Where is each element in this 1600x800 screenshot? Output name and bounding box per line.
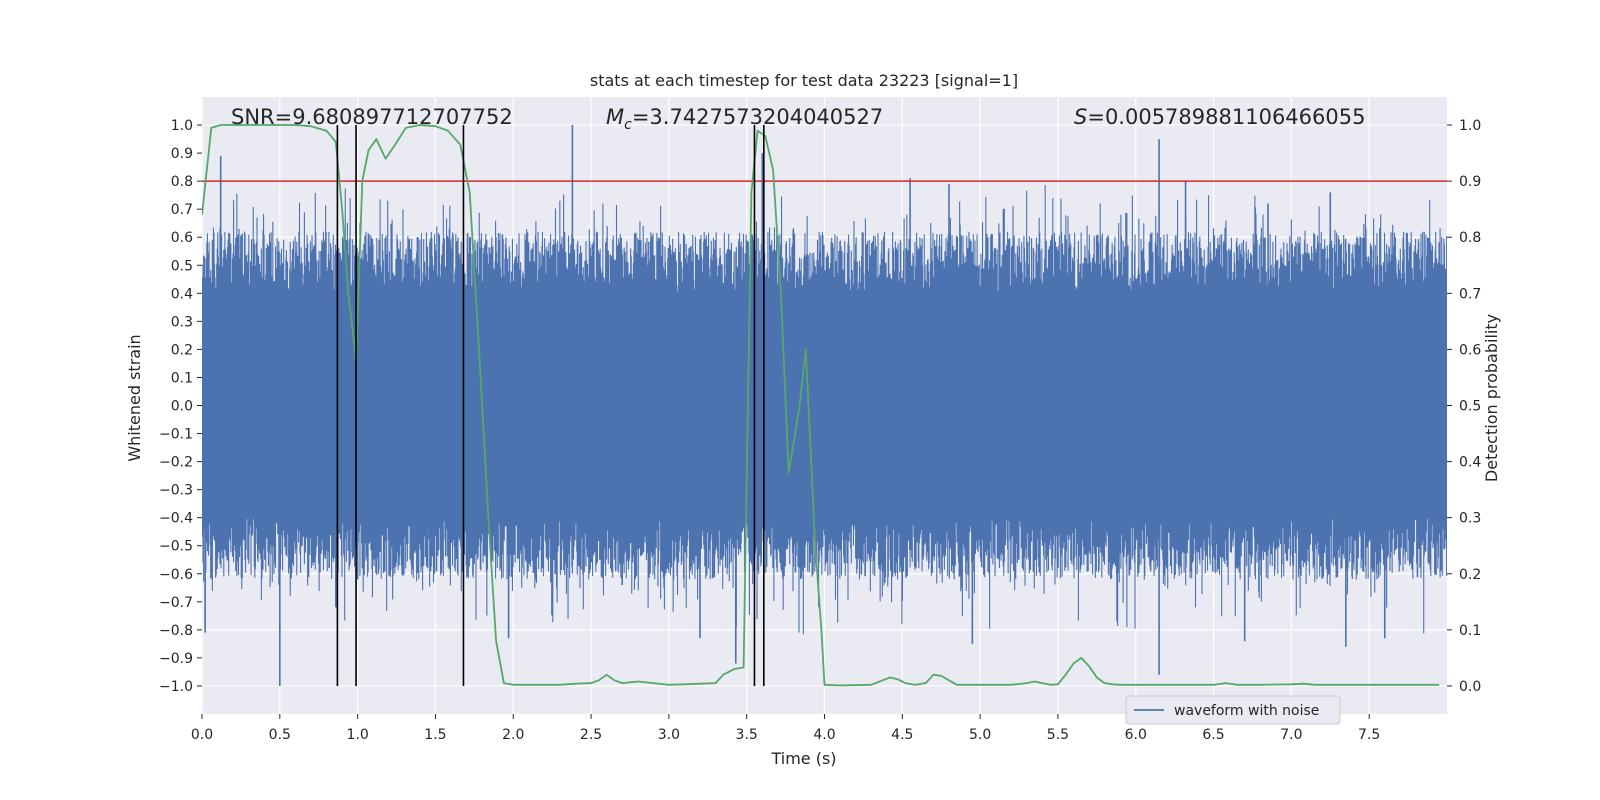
right-axis: 1.0 0.9 0.8 0.7 0.6 0.5 0.4 0.3 0.2 0.1 0.0	[1447, 118, 1481, 695]
left-tick-label: −0.8	[159, 623, 193, 639]
x-tick-label: 5.5	[1047, 727, 1069, 743]
left-tick-label: 0.9	[171, 146, 193, 162]
right-tick-label: 0.3	[1459, 511, 1481, 527]
chirp-mass-symbol: M	[606, 105, 624, 129]
s-annotation: S=0.005789881106466055	[1074, 105, 1365, 129]
s-symbol: S	[1074, 105, 1087, 129]
left-tick-label: −0.1	[159, 427, 193, 443]
waveform-series	[202, 125, 1447, 686]
right-tick-label: 1.0	[1459, 118, 1481, 134]
probability-line	[202, 124, 1440, 687]
x-axis-label: Time (s)	[770, 749, 836, 768]
right-tick-label: 0.7	[1459, 286, 1481, 302]
right-tick-label: 0.0	[1459, 679, 1481, 695]
chart-title: stats at each timestep for test data 232…	[590, 71, 1018, 90]
right-tick-label: 0.4	[1459, 455, 1481, 471]
left-tick-label: 0.6	[171, 230, 193, 246]
left-tick-label: 0.8	[171, 174, 193, 190]
x-tick-label: 1.5	[424, 727, 446, 743]
waveform-core-band	[202, 293, 1447, 518]
left-tick-label: 0.4	[171, 286, 193, 302]
left-axis: 1.0 0.9 0.8 0.7 0.6 0.5 0.4 0.3 0.2 0.1 0.0 −0.1 −0.…	[159, 118, 202, 695]
left-tick-label: −0.3	[159, 483, 193, 499]
right-tick-label: 0.8	[1459, 230, 1481, 246]
x-tick-label: 0.0	[191, 727, 213, 743]
left-tick-label: 0.2	[171, 342, 193, 358]
x-tick-label: 5.0	[969, 727, 991, 743]
probability-series	[202, 124, 1440, 687]
legend: waveform with noise	[1125, 695, 1341, 725]
left-tick-label: 0.0	[171, 399, 193, 415]
left-tick-label: −1.0	[159, 679, 193, 695]
x-tick-label: 3.0	[658, 727, 680, 743]
right-axis-label: Detection probability	[1482, 314, 1501, 482]
right-tick-label: 0.1	[1459, 623, 1481, 639]
x-tick-label: 2.5	[580, 727, 602, 743]
left-tick-label: −0.4	[159, 511, 193, 527]
x-tick-label: 2.0	[502, 727, 524, 743]
x-tick-label: 1.0	[346, 727, 368, 743]
x-tick-label: 6.0	[1125, 727, 1147, 743]
legend-box	[1125, 695, 1341, 725]
left-tick-label: −0.9	[159, 651, 193, 667]
x-tick-label: 0.5	[269, 727, 291, 743]
left-tick-label: −0.7	[159, 595, 193, 611]
left-tick-label: −0.6	[159, 567, 193, 583]
chirp-mass-value: =3.7427573204040527	[632, 105, 883, 129]
x-tick-label: 3.5	[736, 727, 758, 743]
left-tick-label: 0.1	[171, 370, 193, 386]
x-tick-label: 4.5	[891, 727, 913, 743]
left-axis-label: Whitened strain	[125, 334, 144, 461]
left-tick-label: 1.0	[171, 118, 193, 134]
left-tick-label: −0.2	[159, 455, 193, 471]
vertical-markers	[336, 125, 765, 686]
snr-annotation: SNR=9.680897712707752	[231, 105, 513, 129]
x-tick-label: 6.5	[1202, 727, 1224, 743]
right-tick-label: 0.6	[1459, 342, 1481, 358]
legend-label: waveform with noise	[1174, 703, 1319, 719]
x-tick-label: 4.0	[813, 727, 835, 743]
left-tick-label: −0.5	[159, 539, 193, 555]
left-tick-label: 0.5	[171, 258, 193, 274]
chirp-mass-subscript: c	[624, 117, 632, 133]
chirp-mass-annotation: Mc=3.7427573204040527	[606, 105, 883, 133]
right-tick-label: 0.9	[1459, 174, 1481, 190]
left-tick-label: 0.3	[171, 314, 193, 330]
left-tick-label: 0.7	[171, 202, 193, 218]
s-value: =0.005789881106466055	[1087, 105, 1365, 129]
x-tick-label: 7.5	[1358, 727, 1380, 743]
right-tick-label: 0.2	[1459, 567, 1481, 583]
right-tick-label: 0.5	[1459, 399, 1481, 415]
x-tick-label: 7.0	[1280, 727, 1302, 743]
